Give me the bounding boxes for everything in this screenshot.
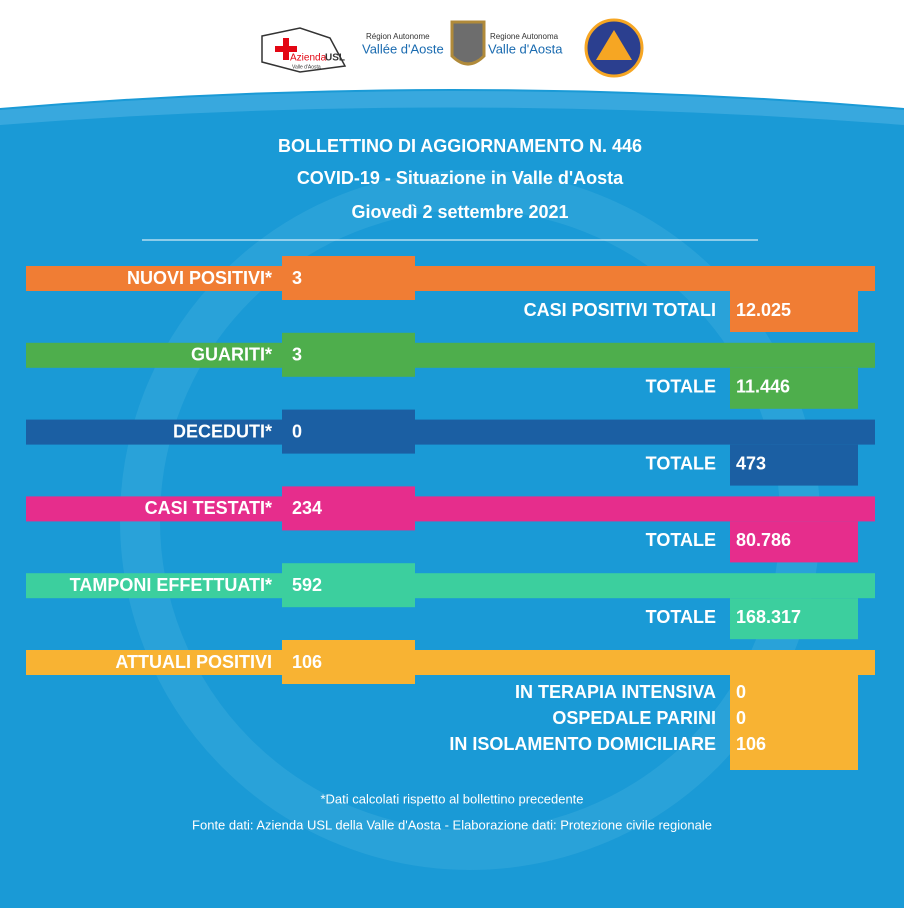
value-box xyxy=(282,563,415,608)
row-value: 3 xyxy=(292,345,302,365)
row-bar xyxy=(26,496,875,522)
total-value: 11.446 xyxy=(736,377,790,397)
row-label: GUARITI* xyxy=(191,345,272,365)
source: Fonte dati: Azienda USL della Valle d'Ao… xyxy=(192,817,712,832)
detail-label: IN TERAPIA INTENSIVA xyxy=(515,682,716,702)
row-value: 106 xyxy=(292,652,322,672)
logo-text: Valle d'Aosta xyxy=(292,64,321,70)
row-label: ATTUALI POSITIVI xyxy=(115,652,272,672)
value-box xyxy=(282,640,415,684)
value-box xyxy=(282,409,415,454)
row-label: TAMPONI EFFETTUATI* xyxy=(70,575,272,595)
total-box xyxy=(730,675,858,770)
row-bar xyxy=(26,419,875,445)
logo-text: USL xyxy=(325,53,345,64)
value-box xyxy=(282,332,415,377)
total-box xyxy=(730,598,858,640)
total-box xyxy=(730,367,858,409)
row-bar xyxy=(26,650,875,675)
title: Giovedì 2 settembre 2021 xyxy=(351,202,568,222)
total-label: CASI POSITIVI TOTALI xyxy=(524,300,716,320)
detail-value: 106 xyxy=(736,734,766,754)
row-label: CASI TESTATI* xyxy=(145,498,272,518)
civil-protection-logo xyxy=(596,30,632,60)
logo-text: Regione Autonoma xyxy=(490,32,559,41)
detail-label: IN ISOLAMENTO DOMICILIARE xyxy=(449,734,716,754)
total-value: 80.786 xyxy=(736,530,791,550)
total-box xyxy=(730,444,858,486)
detail-value: 0 xyxy=(736,682,746,702)
row-value: 592 xyxy=(292,575,322,595)
total-box xyxy=(730,291,858,332)
rows: NUOVI POSITIVI* 3 CASI POSITIVI TOTALI 12.0… xyxy=(26,256,875,770)
row-bar xyxy=(26,342,875,368)
logo-usl: Azienda USL Valle d'Aosta xyxy=(261,27,347,73)
panel-edge xyxy=(0,91,904,125)
logo-text: Vallée d'Aoste xyxy=(362,41,444,56)
row-bar xyxy=(26,573,875,599)
row-label: NUOVI POSITIVI* xyxy=(127,268,272,288)
total-label: TOTALE xyxy=(646,530,716,550)
detail-label: OSPEDALE PARINI xyxy=(552,708,716,728)
logo-text: Région Autonome xyxy=(366,32,430,41)
title: COVID-19 - Situazione in Valle d'Aosta xyxy=(297,168,624,188)
value-box xyxy=(282,256,415,300)
footnote: *Dati calcolati rispetto al bollettino p… xyxy=(320,791,583,806)
total-box xyxy=(730,521,858,563)
row-label: DECEDUTI* xyxy=(173,421,272,441)
coat-of-arms xyxy=(450,20,486,66)
value-box xyxy=(282,486,415,531)
row-value: 0 xyxy=(292,421,302,441)
total-label: TOTALE xyxy=(646,453,716,473)
total-value: 168.317 xyxy=(736,607,801,627)
title: BOLLETTINO DI AGGIORNAMENTO N. 446 xyxy=(278,136,642,156)
total-value: 12.025 xyxy=(736,300,791,320)
total-value: 473 xyxy=(736,453,766,473)
row-value: 234 xyxy=(292,498,322,518)
row-value: 3 xyxy=(292,268,302,288)
logo-text: Valle d'Aosta xyxy=(488,41,563,56)
total-label: TOTALE xyxy=(646,607,716,627)
logo-text: Azienda xyxy=(290,53,327,64)
row-bar xyxy=(26,266,875,291)
detail-value: 0 xyxy=(736,708,746,728)
total-label: TOTALE xyxy=(646,377,716,397)
